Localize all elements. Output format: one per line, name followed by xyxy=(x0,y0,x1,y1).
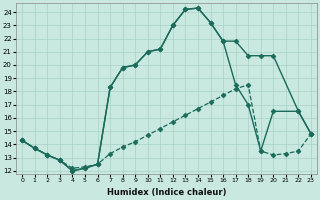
X-axis label: Humidex (Indice chaleur): Humidex (Indice chaleur) xyxy=(107,188,226,197)
